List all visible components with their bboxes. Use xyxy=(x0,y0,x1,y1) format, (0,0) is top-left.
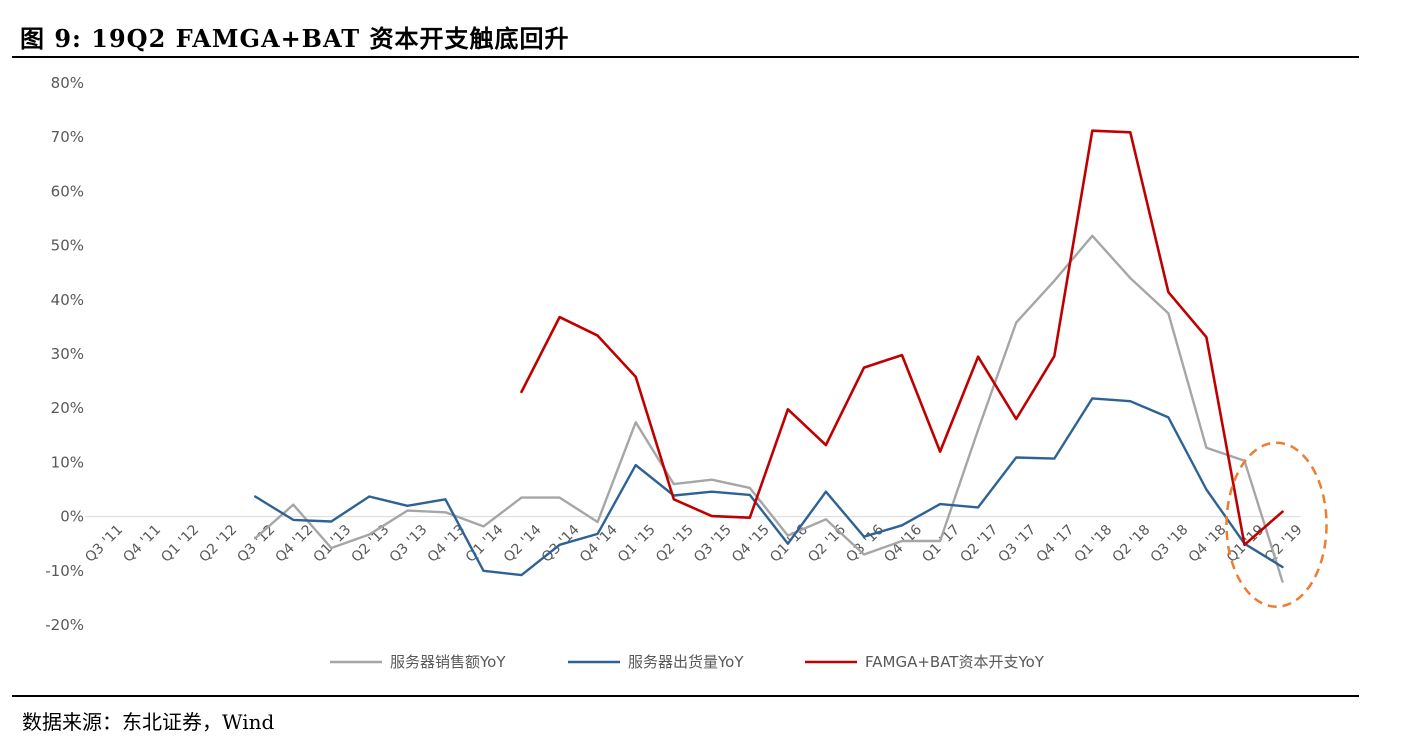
x-tick-label: Q4 '18 xyxy=(1186,522,1230,566)
y-tick-label: 20% xyxy=(51,399,84,417)
x-tick-label: Q2 '16 xyxy=(805,522,849,566)
y-tick-label: 30% xyxy=(51,345,84,363)
series-line-3 xyxy=(520,129,1284,547)
x-tick-label: Q1 '15 xyxy=(615,522,659,566)
legend-label-3: FAMGA+BAT资本开支YoY xyxy=(865,653,1045,671)
x-tick-label: Q4 '15 xyxy=(729,522,773,566)
y-tick-label: 0% xyxy=(60,508,84,526)
x-tick-label: Q2 '13 xyxy=(349,522,393,566)
y-tick-label: 50% xyxy=(51,237,84,255)
annotation-layer xyxy=(1225,441,1328,608)
x-tick-label: Q3 '16 xyxy=(843,522,887,566)
y-tick-label: 80% xyxy=(51,74,84,92)
series-layer xyxy=(254,129,1284,583)
x-tick-label: Q3 '17 xyxy=(995,522,1039,566)
y-tick-label: 70% xyxy=(51,128,84,146)
source-note: 数据来源：东北证券，Wind xyxy=(22,710,275,734)
x-tick-label: Q3 '18 xyxy=(1148,522,1192,566)
x-tick-label: Q2 '12 xyxy=(196,522,240,566)
y-tick-label: 60% xyxy=(51,182,84,200)
x-tick-label: Q4 '14 xyxy=(577,522,621,566)
x-tick-label: Q3 '15 xyxy=(691,522,735,566)
x-tick-label: Q2 '17 xyxy=(957,522,1001,566)
highlight-ellipse xyxy=(1225,441,1328,608)
y-tick-label: -20% xyxy=(45,616,84,634)
y-tick-label: 10% xyxy=(51,453,84,471)
legend-label-1: 服务器销售额YoY xyxy=(390,653,506,671)
x-tick-label: Q2 '14 xyxy=(501,522,545,566)
legend: 服务器销售额YoY 服务器出货量YoY FAMGA+BAT资本开支YoY xyxy=(330,653,1045,671)
y-axis: 80% 70% 60% 50% 40% 30% 20% 10% 0% -10% -20% xyxy=(45,74,84,634)
y-tick-label: -10% xyxy=(45,562,84,580)
x-tick-label: Q1 '18 xyxy=(1072,522,1116,566)
x-tick-label: Q4 '11 xyxy=(120,522,164,566)
figure-title: 图 9: 19Q2 FAMGA+BAT 资本开支触底回升 xyxy=(20,24,570,53)
x-tick-label: Q4 '17 xyxy=(1033,522,1077,566)
x-tick-label: Q3 '12 xyxy=(234,522,278,566)
series-line-1 xyxy=(254,234,1284,583)
x-tick-label: Q3 '11 xyxy=(82,522,126,566)
x-tick-label: Q3 '13 xyxy=(387,522,431,566)
y-tick-label: 40% xyxy=(51,291,84,309)
x-tick-label: Q4 '12 xyxy=(272,522,316,566)
x-tick-label: Q1 '17 xyxy=(919,522,963,566)
series-line-2 xyxy=(254,397,1284,577)
x-tick-label: Q2 '18 xyxy=(1110,522,1154,566)
title-rule xyxy=(12,56,1359,58)
x-tick-label: Q1 '13 xyxy=(311,522,355,566)
source-rule xyxy=(12,695,1359,697)
legend-label-2: 服务器出货量YoY xyxy=(628,653,744,671)
x-tick-label: Q2 '15 xyxy=(653,522,697,566)
x-tick-label: Q1 '12 xyxy=(158,522,202,566)
